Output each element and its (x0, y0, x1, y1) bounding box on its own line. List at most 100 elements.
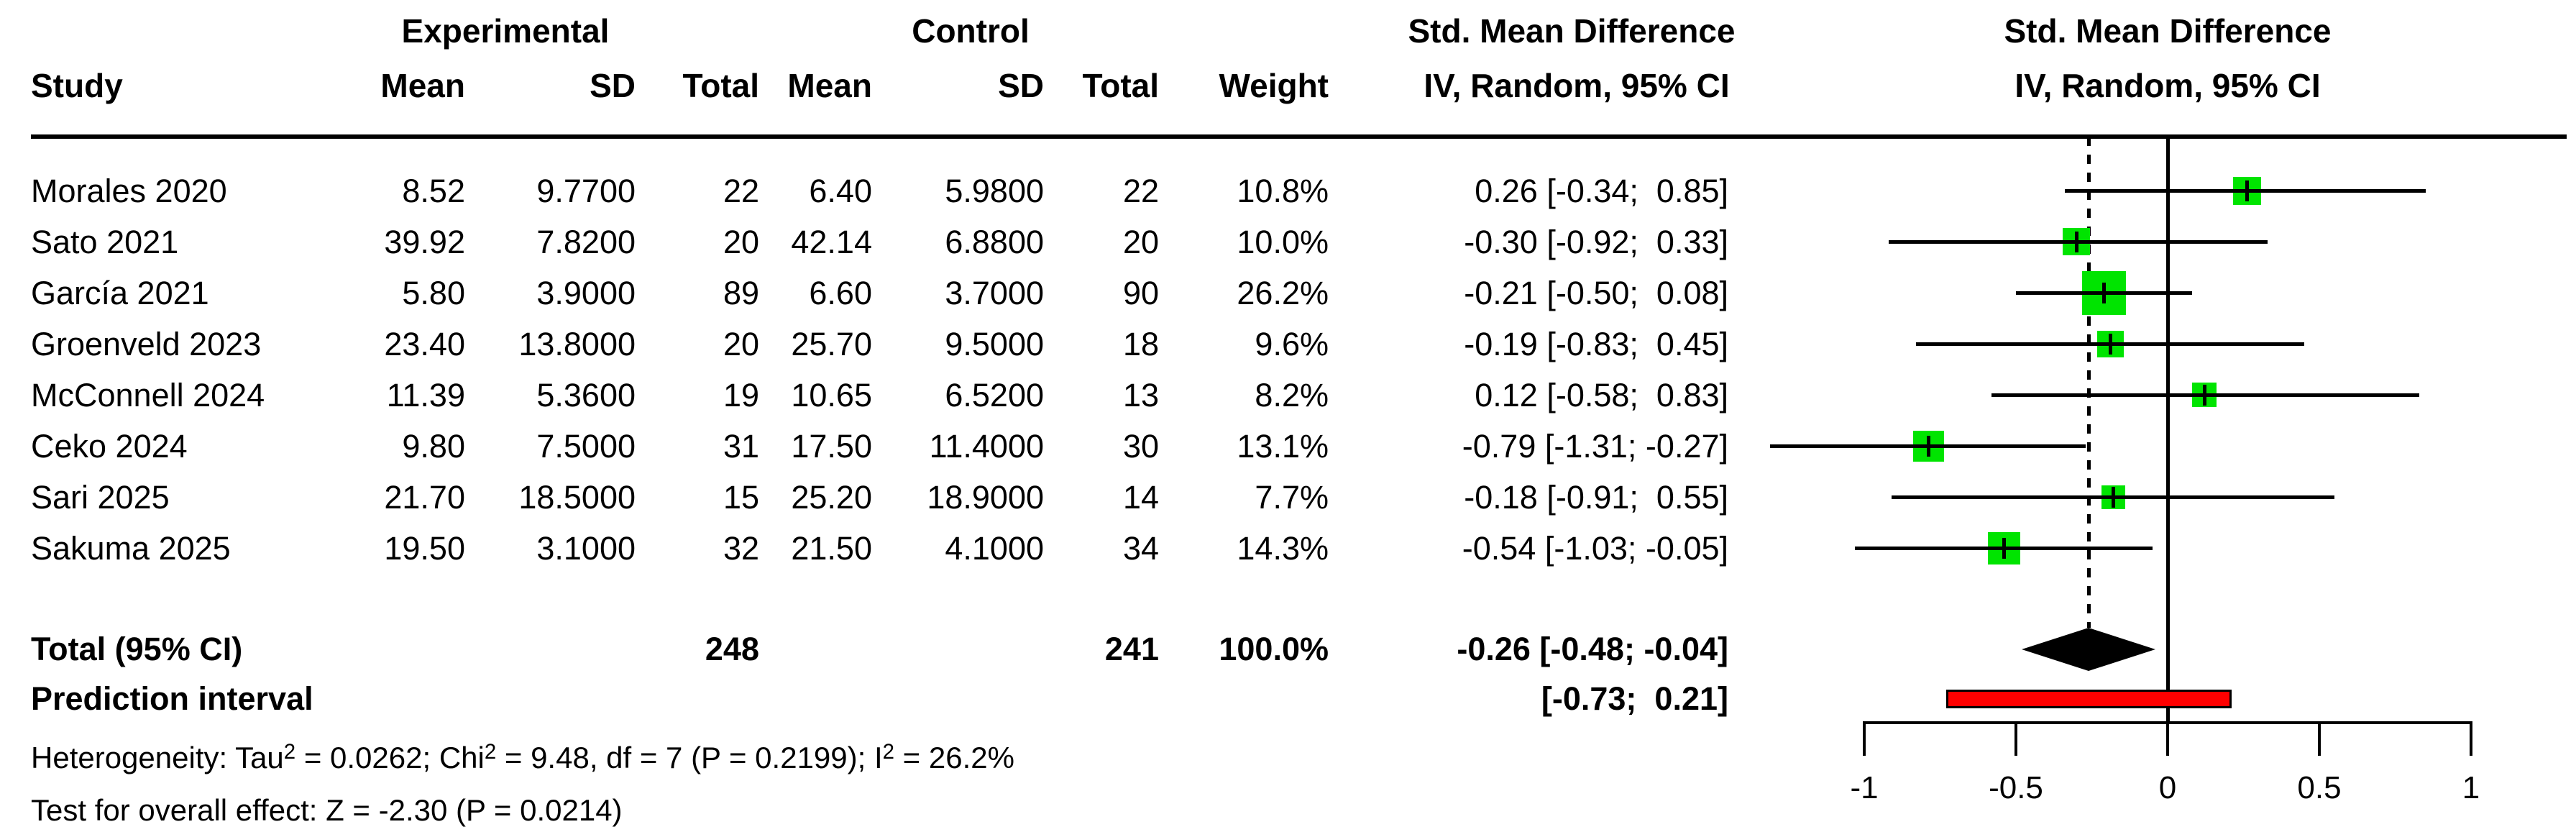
study-row-5: McConnell 2024 11.39 5.3600 19 10.65 6.5200 13… (0, 370, 2576, 421)
estimate-tick (2108, 333, 2112, 355)
study-name: Morales 2020 (31, 172, 227, 209)
estimate-tick (2101, 282, 2106, 303)
exp-sd-cell: 5.3600 (536, 376, 636, 413)
exp-mean-cell: 19.50 (384, 529, 465, 567)
x-axis-tick-label: 0 (2158, 770, 2177, 805)
ctrl-mean-cell: 25.70 (791, 325, 872, 362)
total-row: Total (95% CI) 248 241 100.0% -0.26 [-0.… (0, 623, 2576, 675)
exp-total-cell: 31 (723, 427, 759, 465)
smd-ci-cell: 0.12 [-0.58; 0.83] (1475, 376, 1728, 413)
exp-mean-cell: 5.80 (402, 274, 465, 311)
header-control-group: Control (912, 12, 1030, 50)
header-experimental-group: Experimental (401, 12, 610, 50)
study-name: Ceko 2024 (31, 427, 188, 465)
study-name: Sakuma 2025 (31, 529, 231, 567)
study-row-8: Sakuma 2025 19.50 3.1000 32 21.50 4.1000 34 14.… (0, 523, 2576, 574)
prediction-row: Prediction interval [-0.73; 0.21] (0, 673, 2576, 724)
exp-mean-cell: 8.52 (402, 172, 465, 209)
study-row-6: Ceko 2024 9.80 7.5000 31 17.50 11.4000 30 13.1%… (0, 421, 2576, 472)
ctrl-total-cell: 30 (1122, 427, 1159, 465)
ctrl-total-cell: 14 (1122, 478, 1159, 516)
header-exp-total: Total (682, 67, 759, 104)
smd-ci-cell: 0.26 [-0.34; 0.85] (1475, 172, 1728, 209)
exp-sd-cell: 3.9000 (536, 274, 636, 311)
exp-mean-cell: 11.39 (386, 376, 465, 413)
header-smd-line2: IV, Random, 95% CI (1424, 67, 1730, 104)
smd-ci-cell: -0.30 [-0.92; 0.33] (1464, 223, 1728, 260)
study-row-3: García 2021 5.80 3.9000 89 6.60 3.7000 90 26.2%… (0, 268, 2576, 319)
x-axis-tick (2014, 721, 2017, 756)
ctrl-sd-cell: 4.1000 (945, 529, 1044, 567)
total-label: Total (95% CI) (31, 631, 243, 667)
x-axis-tick (2318, 721, 2321, 756)
x-axis-tick-label: -0.5 (1989, 770, 2043, 805)
ctrl-mean-cell: 25.20 (791, 478, 872, 516)
exp-mean-cell: 23.40 (384, 325, 465, 362)
header-study: Study (31, 67, 123, 104)
smd-ci-cell: -0.79 [-1.31; -0.27] (1462, 427, 1728, 465)
exp-total-cell: 22 (723, 172, 759, 209)
ctrl-sd-cell: 3.7000 (945, 274, 1044, 311)
x-axis-tick (2166, 721, 2169, 756)
ctrl-total-cell: 22 (1122, 172, 1159, 209)
header-smd-line1: Std. Mean Difference (1408, 12, 1736, 50)
exp-total-cell: 19 (723, 376, 759, 413)
ctrl-sd-cell: 11.4000 (929, 427, 1044, 465)
ctrl-total-cell: 13 (1122, 376, 1159, 413)
header-exp-sd: SD (590, 67, 636, 104)
smd-ci-cell: -0.18 [-0.91; 0.55] (1464, 478, 1728, 516)
ctrl-sd-cell: 5.9800 (945, 172, 1044, 209)
study-name: McConnell 2024 (31, 376, 265, 413)
prediction-interval-bar (1946, 690, 2232, 708)
ctrl-sd-cell: 9.5000 (945, 325, 1044, 362)
estimate-tick (2111, 486, 2115, 508)
weight-cell: 13.1% (1237, 427, 1329, 465)
estimate-tick (2074, 231, 2078, 252)
weight-cell: 8.2% (1255, 376, 1329, 413)
study-row-1: Morales 2020 8.52 9.7700 22 6.40 5.9800 22 10.8… (0, 165, 2576, 216)
prediction-smd-ci: [-0.73; 0.21] (1541, 680, 1728, 717)
exp-total-cell: 15 (723, 478, 759, 516)
exp-total-cell: 89 (723, 274, 759, 311)
total-smd-ci: -0.26 [-0.48; -0.04] (1457, 631, 1728, 667)
ctrl-mean-cell: 10.65 (791, 376, 872, 413)
total-exp-total: 248 (705, 631, 759, 667)
header-ctrl-total: Total (1082, 67, 1159, 104)
header-ctrl-mean: Mean (787, 67, 872, 104)
study-row-7: Sari 2025 21.70 18.5000 15 25.20 18.9000 14 7.7… (0, 472, 2576, 523)
pooled-effect-dashed-line (2086, 137, 2091, 628)
header-weight: Weight (1219, 67, 1329, 104)
header-exp-mean: Mean (380, 67, 465, 104)
weight-cell: 7.7% (1255, 478, 1329, 516)
exp-mean-cell: 9.80 (402, 427, 465, 465)
x-axis-tick-label: 1 (2462, 770, 2480, 805)
x-axis-tick-label: 0.5 (2297, 770, 2342, 805)
heterogeneity-note: Heterogeneity: Tau2 = 0.0262; Chi2 = 9.4… (0, 732, 2576, 783)
ctrl-total-cell: 90 (1122, 274, 1159, 311)
total-ctrl-total: 241 (1104, 631, 1159, 667)
weight-cell: 26.2% (1237, 274, 1329, 311)
exp-mean-cell: 39.92 (384, 223, 465, 260)
exp-sd-cell: 7.5000 (536, 427, 636, 465)
exp-sd-cell: 13.8000 (518, 325, 636, 362)
study-name: Sari 2025 (31, 478, 170, 516)
ctrl-sd-cell: 6.5200 (945, 376, 1044, 413)
header-rule (31, 134, 2567, 139)
study-name: García 2021 (31, 274, 209, 311)
ctrl-sd-cell: 6.8800 (945, 223, 1044, 260)
exp-mean-cell: 21.70 (384, 478, 465, 516)
exp-sd-cell: 18.5000 (518, 478, 636, 516)
study-row-4: Groenveld 2023 23.40 13.8000 20 25.70 9.5000 1… (0, 319, 2576, 370)
exp-total-cell: 32 (723, 529, 759, 567)
overall-effect-note: Test for overall effect: Z = -2.30 (P = … (0, 785, 2576, 832)
smd-ci-cell: -0.54 [-1.03; -0.05] (1462, 529, 1728, 567)
exp-sd-cell: 3.1000 (536, 529, 636, 567)
ctrl-mean-cell: 42.14 (791, 223, 872, 260)
ctrl-mean-cell: 6.40 (809, 172, 872, 209)
total-weight: 100.0% (1219, 631, 1329, 667)
ci-line (1889, 239, 2268, 244)
weight-cell: 10.0% (1237, 223, 1329, 260)
prediction-label: Prediction interval (31, 680, 313, 717)
